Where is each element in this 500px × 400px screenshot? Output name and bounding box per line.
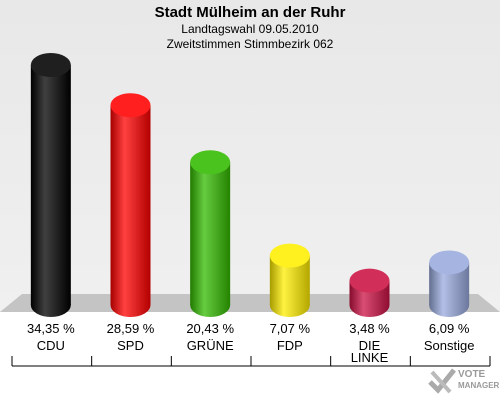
bar-top	[429, 250, 470, 275]
bar-top	[110, 93, 151, 118]
chart-baseline-area	[0, 312, 500, 400]
chart-subtitle-election: Landtagswahl 09.05.2010	[181, 22, 319, 36]
bar-base	[30, 293, 71, 317]
category-label: FDP	[277, 338, 303, 353]
bar-base	[269, 293, 310, 317]
checkmark-icon	[428, 368, 456, 394]
value-label: 28,59 %	[107, 321, 155, 336]
logo-text-manager: MANAGER	[458, 381, 500, 390]
value-label: 20,43 %	[186, 321, 234, 336]
bar-base	[349, 293, 390, 317]
value-label: 6,09 %	[429, 321, 470, 336]
bar	[190, 162, 231, 305]
bar-top	[190, 150, 231, 175]
chart-title: Stadt Mülheim an der Ruhr	[154, 4, 346, 21]
category-label: SPD	[117, 338, 144, 353]
category-label: DIE	[359, 338, 381, 353]
bar-base	[190, 293, 231, 317]
category-label: GRÜNE	[187, 338, 234, 353]
chart-subtitle-district: Zweitstimmen Stimmbezirk 062	[166, 37, 334, 51]
value-label: 3,48 %	[349, 321, 390, 336]
bar-top	[349, 268, 390, 293]
chart-titles: Stadt Mülheim an der Ruhr Landtagswahl 0…	[0, 4, 500, 52]
category-label: LINKE	[351, 350, 389, 365]
category-label: Sonstige	[424, 338, 475, 353]
bar-top	[30, 53, 71, 77]
bar-base	[110, 293, 151, 317]
value-label: 34,35 %	[27, 321, 75, 336]
category-label: CDU	[37, 338, 65, 353]
value-label: 7,07 %	[270, 321, 311, 336]
bar-top	[269, 243, 310, 268]
bar-base	[429, 293, 470, 317]
bar	[110, 105, 151, 306]
logo-text-vote: VOTE	[458, 369, 486, 380]
bar	[30, 65, 71, 305]
chart-floor	[0, 294, 500, 312]
